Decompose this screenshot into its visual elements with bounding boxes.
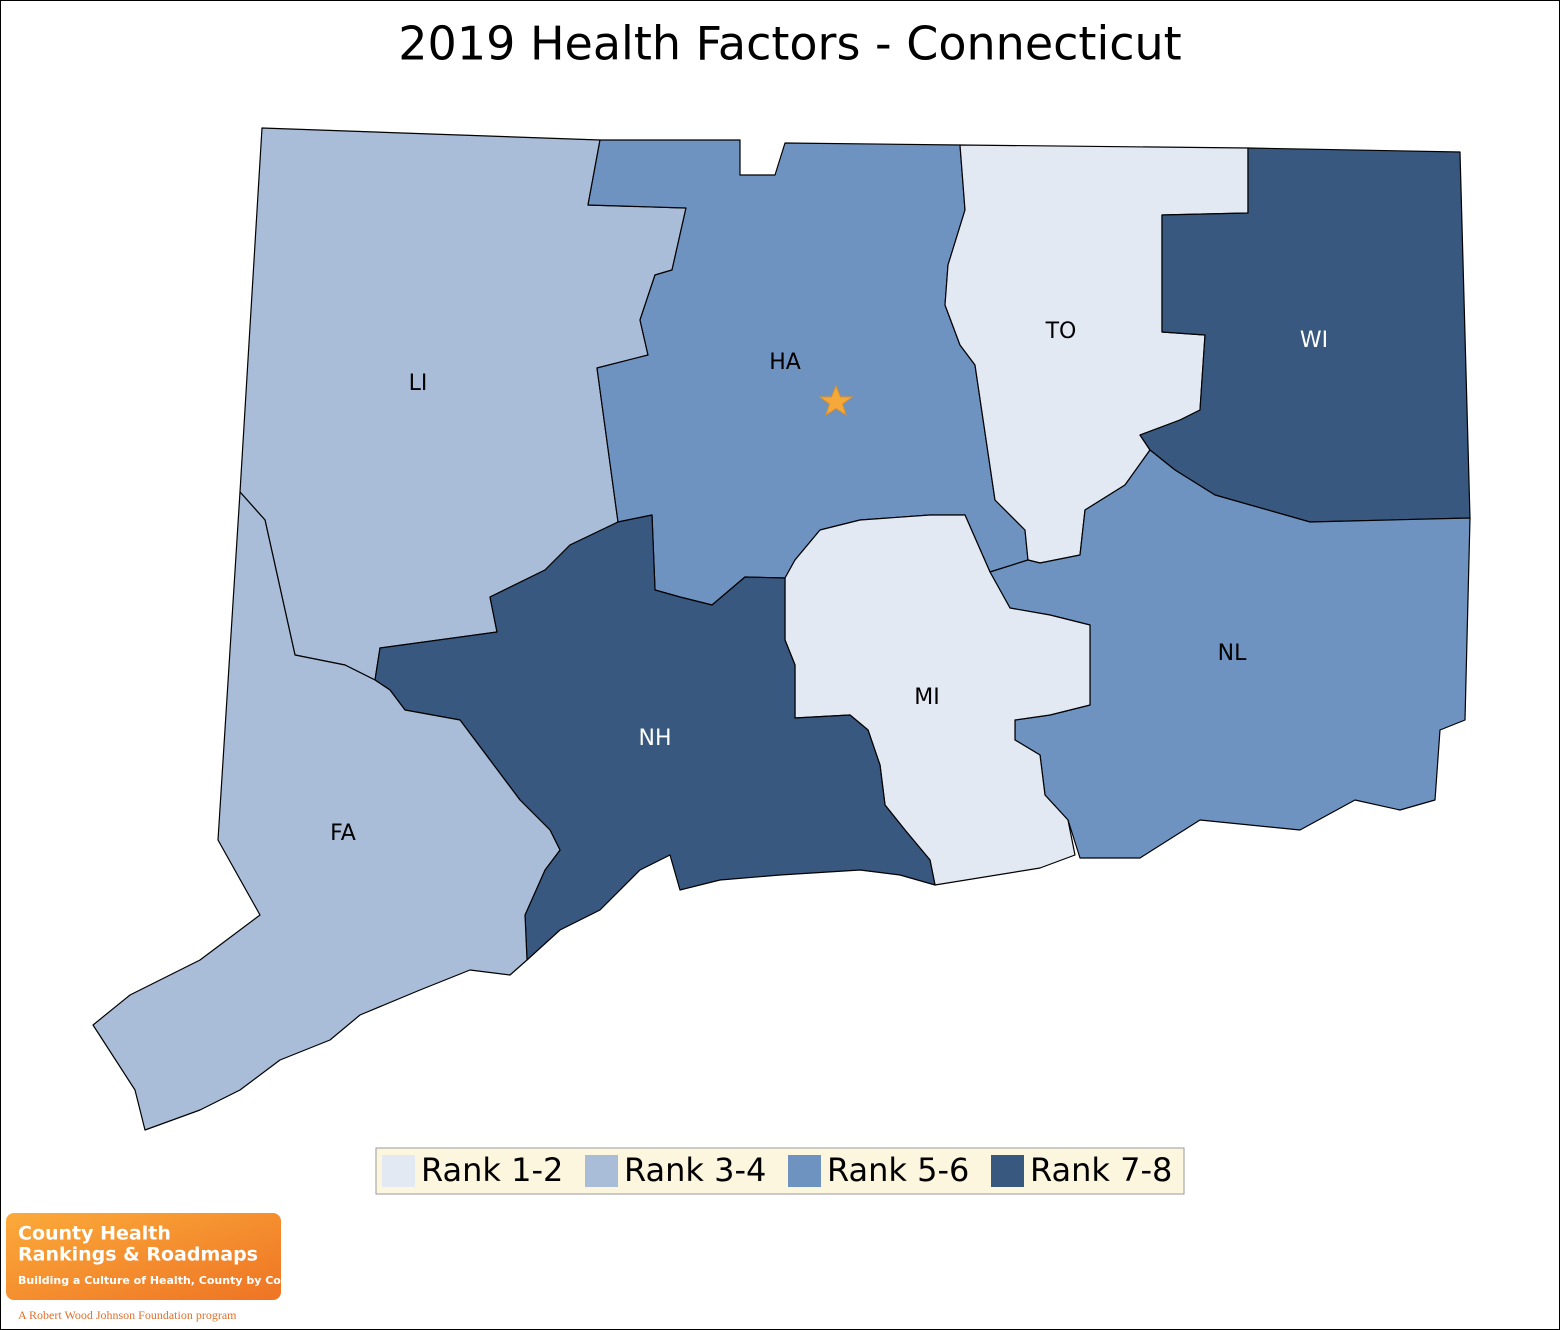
logo-line: County Health	[18, 1223, 171, 1245]
map-title: 2019 Health Factors - Connecticut	[398, 17, 1181, 71]
county-label: NL	[1218, 641, 1247, 666]
county-label: LI	[409, 371, 428, 396]
legend-swatch	[991, 1155, 1024, 1187]
county-label: WI	[1300, 328, 1328, 353]
logo-tagline: Building a Culture of Health, County by …	[18, 1274, 309, 1287]
logo-line: Rankings & Roadmaps	[18, 1244, 258, 1266]
legend-label: Rank 1-2	[421, 1151, 563, 1189]
legend-swatch	[585, 1155, 618, 1187]
county-label: HA	[769, 350, 801, 375]
counties	[92, 127, 1471, 1131]
legend-box	[375, 1147, 1185, 1195]
capital-star	[818, 384, 854, 417]
logo-box	[6, 1213, 281, 1300]
legend-label: Rank 3-4	[624, 1151, 766, 1189]
legend-label: Rank 5-6	[827, 1151, 969, 1189]
legend-swatch	[382, 1155, 415, 1187]
legend-swatch	[788, 1155, 821, 1187]
county-label: NH	[639, 726, 672, 751]
logo-footer: A Robert Wood Johnson Foundation program	[18, 1308, 237, 1322]
county-label: FA	[330, 821, 356, 846]
county	[92, 491, 561, 1131]
county-label: TO	[1045, 319, 1077, 344]
legend-label: Rank 7-8	[1030, 1151, 1172, 1189]
legend: Rank 1-2 Rank 3-4 Rank 5-6 Rank 7-8	[382, 1151, 1172, 1189]
county-label: MI	[914, 685, 939, 710]
